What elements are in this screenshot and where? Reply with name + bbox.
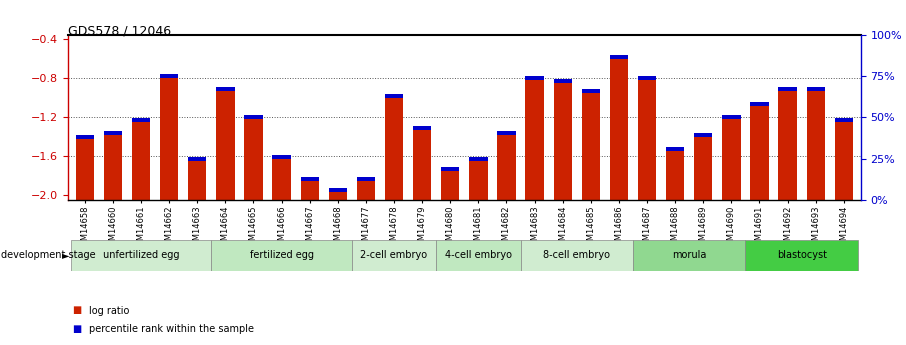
Bar [469, 161, 487, 200]
Bar [497, 135, 516, 200]
Bar [554, 79, 572, 83]
Bar [806, 87, 824, 91]
Bar [834, 122, 853, 200]
Bar [357, 177, 375, 181]
Bar [722, 119, 740, 200]
Text: development stage: development stage [1, 250, 95, 260]
Bar [132, 122, 150, 200]
Bar [582, 93, 600, 200]
Bar [750, 106, 768, 200]
Bar [778, 87, 796, 91]
Bar [357, 181, 375, 200]
Text: log ratio: log ratio [89, 306, 130, 315]
Bar [188, 157, 207, 161]
Text: ►: ► [62, 250, 69, 260]
Bar [413, 130, 431, 200]
Bar [245, 119, 263, 200]
Bar [76, 135, 94, 139]
Bar [385, 98, 403, 200]
Bar [666, 151, 684, 200]
Bar [778, 91, 796, 200]
Bar [525, 80, 544, 200]
Bar [217, 91, 235, 200]
Bar [132, 118, 150, 122]
Bar [521, 240, 633, 271]
Bar [638, 76, 656, 80]
Bar [525, 76, 544, 80]
Bar [273, 155, 291, 159]
Bar [633, 240, 746, 271]
Bar [245, 115, 263, 119]
Bar [497, 131, 516, 135]
Bar [436, 240, 521, 271]
Bar [413, 126, 431, 130]
Bar [610, 59, 628, 200]
Bar [160, 78, 178, 200]
Text: percentile rank within the sample: percentile rank within the sample [89, 325, 254, 334]
Text: 4-cell embryo: 4-cell embryo [445, 250, 512, 260]
Bar [441, 171, 459, 200]
Text: 8-cell embryo: 8-cell embryo [544, 250, 611, 260]
Bar [750, 102, 768, 106]
Text: ■: ■ [72, 325, 82, 334]
Bar [554, 83, 572, 200]
Bar [211, 240, 352, 271]
Bar [329, 192, 347, 200]
Bar [301, 181, 319, 200]
Bar [834, 118, 853, 122]
Bar [329, 188, 347, 192]
Bar [694, 133, 712, 137]
Bar [104, 135, 122, 200]
Bar [301, 177, 319, 181]
Text: blastocyst: blastocyst [776, 250, 826, 260]
Text: morula: morula [672, 250, 707, 260]
Text: ■: ■ [72, 306, 82, 315]
Bar [806, 91, 824, 200]
Bar [160, 75, 178, 78]
Bar [610, 55, 628, 59]
Bar [188, 161, 207, 200]
Bar [638, 80, 656, 200]
Bar [582, 89, 600, 93]
Bar [385, 94, 403, 98]
Bar [722, 115, 740, 119]
Bar [469, 157, 487, 161]
Bar [76, 139, 94, 200]
Text: unfertilized egg: unfertilized egg [102, 250, 179, 260]
Bar [352, 240, 436, 271]
Bar [746, 240, 858, 271]
Bar [666, 148, 684, 151]
Bar [273, 159, 291, 200]
Text: fertilized egg: fertilized egg [249, 250, 313, 260]
Bar [694, 137, 712, 200]
Bar [104, 131, 122, 135]
Bar [71, 240, 211, 271]
Bar [441, 167, 459, 171]
Bar [217, 87, 235, 91]
Text: GDS578 / 12046: GDS578 / 12046 [68, 24, 171, 37]
Text: 2-cell embryo: 2-cell embryo [361, 250, 428, 260]
